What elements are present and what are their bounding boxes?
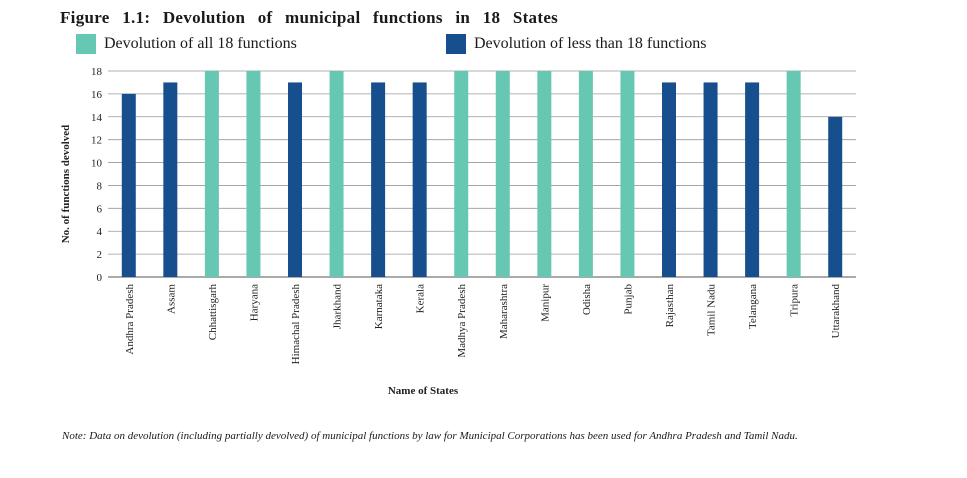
y-tick-label: 10 bbox=[91, 158, 103, 170]
y-tick-label: 16 bbox=[91, 89, 103, 101]
x-tick-label: Jharkhand bbox=[332, 284, 344, 330]
y-tick-label: 14 bbox=[91, 112, 103, 124]
legend-label-less: Devolution of less than 18 functions bbox=[474, 35, 707, 52]
bar bbox=[329, 71, 344, 277]
bar bbox=[620, 71, 635, 277]
x-tick-label: Uttarakhand bbox=[830, 284, 842, 339]
bar bbox=[495, 71, 510, 277]
bar bbox=[246, 71, 261, 277]
x-tick-label: Odisha bbox=[581, 284, 593, 315]
x-tick-label: Tamil Nadu bbox=[706, 284, 718, 337]
x-axis-label: Name of States bbox=[388, 385, 459, 397]
figure-note: Note: Data on devolution (including part… bbox=[62, 430, 798, 442]
bar bbox=[412, 82, 427, 277]
y-tick-label: 6 bbox=[97, 203, 103, 215]
x-tick-label: Haryana bbox=[248, 284, 260, 321]
bar bbox=[537, 71, 552, 277]
legend-label-all: Devolution of all 18 functions bbox=[104, 35, 297, 52]
bar-chart: 0 2 4 6 8 10 12 14 16 18 No. of functions devolved… bbox=[60, 66, 856, 397]
legend-swatch-less bbox=[446, 34, 466, 54]
bar bbox=[745, 82, 760, 277]
x-tick-label: Tripura bbox=[789, 284, 801, 317]
x-tick-label: Andhra Pradesh bbox=[124, 284, 136, 355]
bar bbox=[454, 71, 469, 277]
x-tick-label: Chhattisgarh bbox=[207, 284, 219, 341]
bar bbox=[786, 71, 801, 277]
y-tick-label: 0 bbox=[97, 272, 103, 284]
bar bbox=[828, 116, 843, 278]
x-tick-label: Assam bbox=[165, 284, 177, 314]
figure-title: Figure 1.1: Devolution of municipal func… bbox=[60, 8, 559, 27]
legend-swatch-all bbox=[76, 34, 96, 54]
y-tick-label: 4 bbox=[97, 226, 103, 238]
y-tick-label: 18 bbox=[91, 66, 103, 78]
x-tick-label: Manipur bbox=[539, 284, 551, 322]
y-axis-label: No. of functions devolved bbox=[60, 125, 72, 244]
bar bbox=[578, 71, 593, 277]
bar bbox=[288, 82, 302, 277]
x-tick-label: Karnataka bbox=[373, 284, 385, 329]
x-tick-label: Punjab bbox=[622, 284, 634, 315]
x-tick-label: Telangana bbox=[747, 284, 759, 329]
bar bbox=[204, 71, 219, 277]
y-tick-label: 8 bbox=[97, 180, 103, 192]
x-tick-label: Maharashtra bbox=[498, 284, 510, 339]
x-tick-label: Himachal Pradesh bbox=[290, 284, 302, 365]
legend-item-all: Devolution of all 18 functions bbox=[76, 34, 297, 54]
y-tick-label: 12 bbox=[91, 135, 102, 147]
bar bbox=[662, 82, 676, 277]
bar bbox=[121, 93, 136, 277]
x-tick-label: Rajasthan bbox=[664, 284, 676, 328]
legend-item-less: Devolution of less than 18 functions bbox=[446, 34, 706, 54]
y-tick-label: 2 bbox=[97, 249, 103, 261]
bar bbox=[163, 82, 178, 277]
x-tick-label: Madhya Pradesh bbox=[456, 284, 468, 358]
bar bbox=[371, 82, 386, 277]
x-tick-label: Kerala bbox=[415, 284, 427, 313]
bar bbox=[703, 82, 718, 277]
